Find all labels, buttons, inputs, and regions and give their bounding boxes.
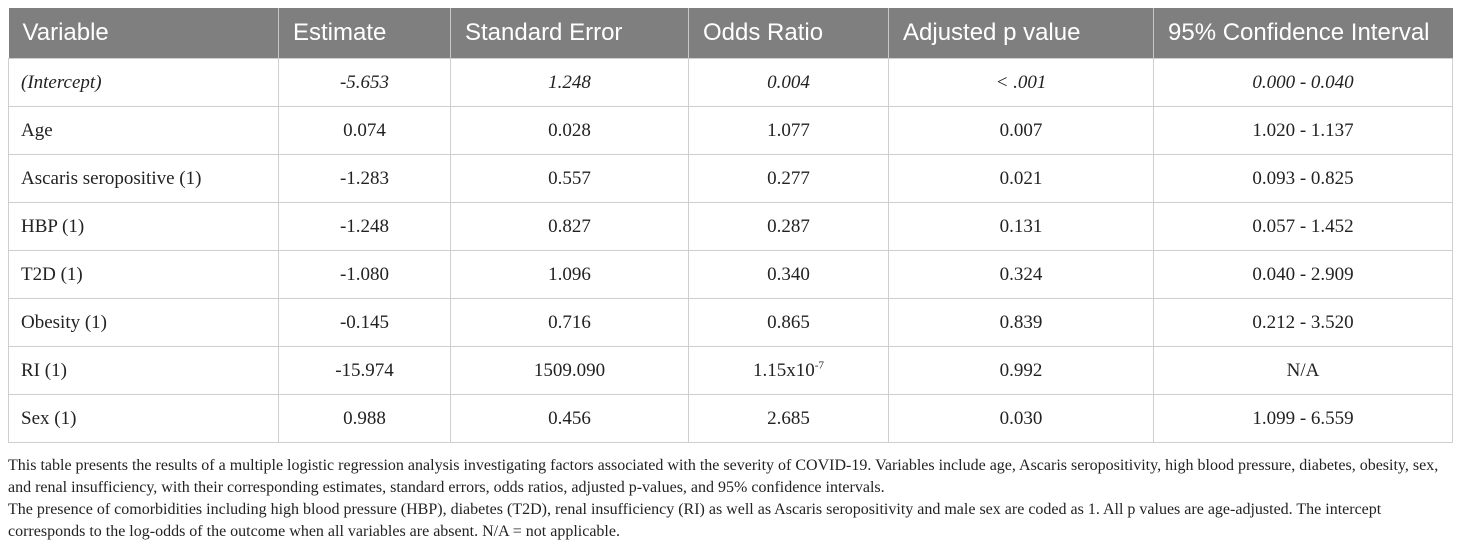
cell-estimate: 0.074 [278, 106, 451, 155]
cell-confidence-interval: N/A [1153, 346, 1453, 395]
cell-estimate: -0.145 [278, 298, 451, 347]
table-row: Ascaris seropositive (1) -1.283 0.557 0.… [8, 154, 1453, 203]
cell-standard-error: 0.827 [450, 202, 689, 251]
cell-odds-ratio: 0.004 [688, 58, 889, 107]
odds-ratio-value: 1.15x10 [753, 359, 815, 381]
cell-variable: (Intercept) [8, 58, 279, 107]
table-row: Age 0.074 0.028 1.077 0.007 1.020 - 1.13… [8, 106, 1453, 155]
odds-ratio-value: 0.277 [767, 167, 810, 189]
cell-estimate: 0.988 [278, 394, 451, 443]
cell-odds-ratio: 0.865 [688, 298, 889, 347]
cell-odds-ratio: 1.077 [688, 106, 889, 155]
cell-variable: T2D (1) [8, 250, 279, 299]
header-adjusted-p-value: Adjusted p value [888, 8, 1154, 59]
table-header-row: Variable Estimate Standard Error Odds Ra… [8, 8, 1453, 59]
cell-p-value: 0.021 [888, 154, 1154, 203]
cell-variable: RI (1) [8, 346, 279, 395]
cell-standard-error: 0.557 [450, 154, 689, 203]
odds-ratio-value: 0.865 [767, 311, 810, 333]
header-estimate: Estimate [278, 8, 451, 59]
cell-p-value: 0.839 [888, 298, 1154, 347]
cell-odds-ratio: 0.340 [688, 250, 889, 299]
cell-confidence-interval: 0.057 - 1.452 [1153, 202, 1453, 251]
cell-confidence-interval: 0.000 - 0.040 [1153, 58, 1453, 107]
regression-table: Variable Estimate Standard Error Odds Ra… [8, 8, 1453, 443]
cell-standard-error: 1509.090 [450, 346, 689, 395]
cell-p-value: < .001 [888, 58, 1154, 107]
cell-variable: Sex (1) [8, 394, 279, 443]
odds-ratio-value: 0.340 [767, 263, 810, 285]
odds-ratio-value: 0.004 [767, 71, 810, 93]
cell-p-value: 0.007 [888, 106, 1154, 155]
cell-odds-ratio: 0.277 [688, 154, 889, 203]
cell-standard-error: 0.456 [450, 394, 689, 443]
footnote-coding: The presence of comorbidities including … [8, 501, 1382, 540]
cell-odds-ratio: 1.15x10-7 [688, 346, 889, 395]
table-row: (Intercept) -5.653 1.248 0.004 < .001 0.… [8, 58, 1453, 107]
cell-variable: HBP (1) [8, 202, 279, 251]
cell-standard-error: 0.716 [450, 298, 689, 347]
cell-variable: Age [8, 106, 279, 155]
cell-estimate: -1.080 [278, 250, 451, 299]
cell-odds-ratio: 0.287 [688, 202, 889, 251]
header-variable: Variable [8, 8, 279, 59]
cell-standard-error: 1.096 [450, 250, 689, 299]
cell-estimate: -1.248 [278, 202, 451, 251]
cell-p-value: 0.131 [888, 202, 1154, 251]
footnote-description: This table presents the results of a mul… [8, 457, 1439, 496]
odds-ratio-exponent: -7 [814, 359, 824, 372]
cell-variable: Obesity (1) [8, 298, 279, 347]
cell-confidence-interval: 0.212 - 3.520 [1153, 298, 1453, 347]
header-standard-error: Standard Error [450, 8, 689, 59]
table-row: Sex (1) 0.988 0.456 2.685 0.030 1.099 - … [8, 394, 1453, 443]
cell-odds-ratio: 2.685 [688, 394, 889, 443]
cell-confidence-interval: 1.099 - 6.559 [1153, 394, 1453, 443]
cell-confidence-interval: 0.093 - 0.825 [1153, 154, 1453, 203]
table-row: RI (1) -15.974 1509.090 1.15x10-7 0.992 … [8, 346, 1453, 395]
odds-ratio-value: 1.077 [767, 119, 810, 141]
cell-p-value: 0.992 [888, 346, 1154, 395]
odds-ratio-value: 0.287 [767, 215, 810, 237]
cell-confidence-interval: 1.020 - 1.137 [1153, 106, 1453, 155]
header-confidence-interval: 95% Confidence Interval [1153, 8, 1453, 59]
header-odds-ratio: Odds Ratio [688, 8, 889, 59]
regression-table-container: Variable Estimate Standard Error Odds Ra… [8, 8, 1453, 443]
odds-ratio-value: 2.685 [767, 407, 810, 429]
table-row: T2D (1) -1.080 1.096 0.340 0.324 0.040 -… [8, 250, 1453, 299]
table-row: Obesity (1) -0.145 0.716 0.865 0.839 0.2… [8, 298, 1453, 347]
cell-estimate: -1.283 [278, 154, 451, 203]
table-footnotes: This table presents the results of a mul… [8, 455, 1452, 543]
cell-standard-error: 0.028 [450, 106, 689, 155]
cell-p-value: 0.324 [888, 250, 1154, 299]
cell-estimate: -5.653 [278, 58, 451, 107]
cell-p-value: 0.030 [888, 394, 1154, 443]
cell-confidence-interval: 0.040 - 2.909 [1153, 250, 1453, 299]
cell-standard-error: 1.248 [450, 58, 689, 107]
table-row: HBP (1) -1.248 0.827 0.287 0.131 0.057 -… [8, 202, 1453, 251]
cell-variable: Ascaris seropositive (1) [8, 154, 279, 203]
cell-estimate: -15.974 [278, 346, 451, 395]
